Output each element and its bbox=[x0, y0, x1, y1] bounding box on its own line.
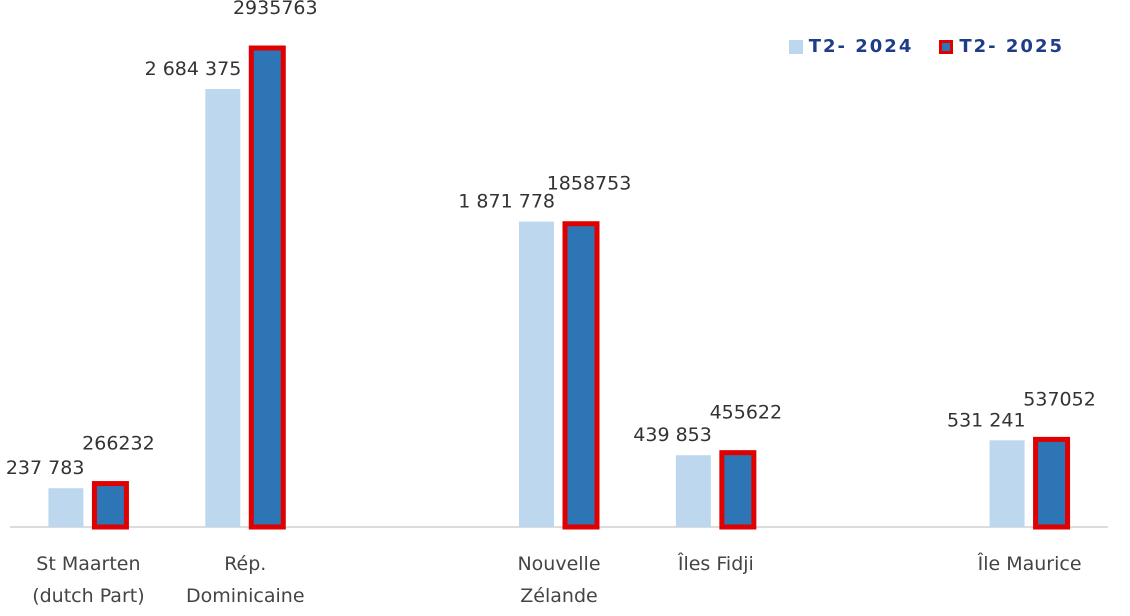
bar bbox=[48, 488, 84, 527]
legend-item: T2- 2025 bbox=[939, 36, 1064, 57]
x-tick-label: Îles Fidji bbox=[677, 553, 754, 575]
legend-swatch bbox=[939, 39, 954, 54]
data-label: 531 241 bbox=[947, 409, 1026, 431]
bar bbox=[1033, 436, 1071, 530]
data-label: 1858753 bbox=[547, 173, 632, 195]
bar bbox=[91, 481, 129, 530]
data-label: 237 783 bbox=[6, 457, 85, 479]
data-label: 537052 bbox=[1023, 388, 1096, 410]
x-tick-label: Nouvelle Zélande bbox=[517, 553, 601, 607]
legend-label: T2- 2024 bbox=[808, 36, 914, 57]
bar bbox=[248, 45, 286, 530]
legend: T2- 2024 T2- 2025 bbox=[788, 36, 1064, 57]
x-tick-label: Rép. Dominicaine bbox=[186, 553, 305, 607]
bar bbox=[989, 440, 1025, 527]
data-label: 1 871 778 bbox=[458, 191, 555, 213]
legend-swatch bbox=[788, 39, 803, 54]
bar bbox=[562, 221, 600, 530]
x-tick-label: Île Maurice bbox=[977, 553, 1082, 575]
data-label: 2935763 bbox=[233, 0, 318, 19]
x-tick-label: St Maarten (dutch Part) bbox=[32, 553, 145, 607]
bar bbox=[205, 89, 241, 528]
data-label: 455622 bbox=[710, 402, 783, 424]
legend-item: T2- 2024 bbox=[788, 36, 914, 57]
data-label: 266232 bbox=[82, 433, 155, 455]
bar bbox=[519, 221, 554, 527]
legend-label: T2- 2025 bbox=[959, 36, 1064, 57]
data-label: 2 684 375 bbox=[145, 58, 242, 80]
bar bbox=[675, 455, 711, 527]
bar bbox=[719, 450, 757, 530]
data-label: 439 853 bbox=[633, 424, 712, 446]
